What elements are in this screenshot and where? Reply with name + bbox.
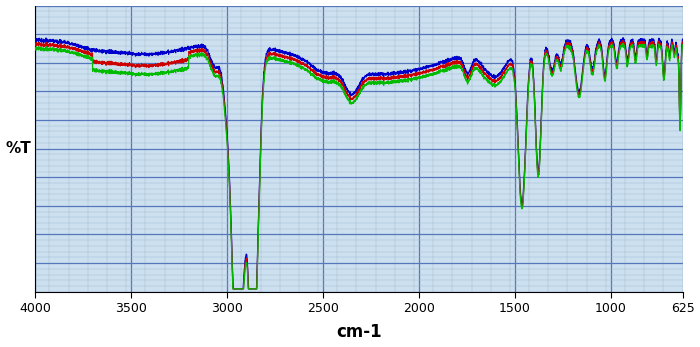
Y-axis label: %T: %T <box>6 141 32 156</box>
X-axis label: cm-1: cm-1 <box>336 323 382 341</box>
